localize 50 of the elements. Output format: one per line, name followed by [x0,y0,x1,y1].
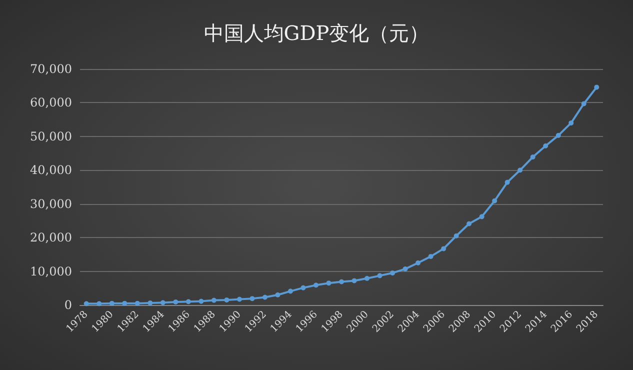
point [504,180,510,185]
y-tick-label: 0 [64,298,72,312]
point [326,280,332,286]
point [556,132,561,138]
point [236,296,242,302]
point [479,214,484,220]
point [364,276,370,281]
point [594,84,600,90]
point [186,299,191,304]
point [313,282,318,288]
point [339,279,344,284]
point [454,233,459,238]
y-tick-label: 20,000 [30,230,72,245]
point [390,270,396,276]
point [377,273,382,278]
chart-title: 中国人均GDP变化（元） [204,21,430,45]
point [518,168,523,173]
y-tick-label: 70,000 [30,62,72,76]
point [402,266,408,272]
point [466,221,472,226]
y-tick-label: 40,000 [30,163,72,178]
point [211,298,216,303]
point [288,288,293,294]
point [543,143,548,148]
point [275,292,280,298]
point [160,300,166,306]
point [122,300,128,306]
y-tick-label: 50,000 [30,129,72,144]
point [441,246,446,252]
point [84,301,89,306]
point [352,278,357,284]
point [250,296,255,302]
point [148,300,153,306]
point [428,254,434,259]
point [530,154,536,160]
point [96,301,102,306]
point [581,101,586,106]
y-tick-label: 60,000 [30,96,72,110]
point [492,198,498,204]
point [109,300,114,306]
point [173,299,178,304]
point [134,300,140,306]
y-tick-label: 30,000 [30,196,72,211]
point [262,294,268,300]
y-tick-label: 10,000 [30,264,72,278]
point [198,298,204,304]
point [416,260,421,266]
point [568,120,574,126]
point [300,285,306,290]
point [224,297,230,302]
